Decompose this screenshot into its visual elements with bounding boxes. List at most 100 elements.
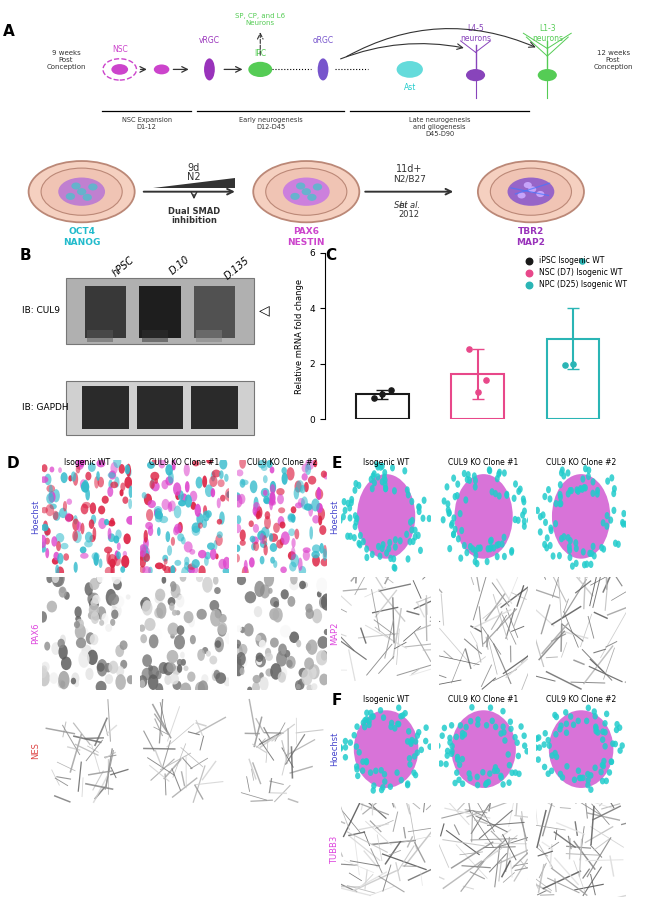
Ellipse shape — [582, 561, 587, 568]
Ellipse shape — [250, 481, 257, 493]
Ellipse shape — [139, 566, 146, 573]
Ellipse shape — [553, 731, 558, 738]
Ellipse shape — [451, 531, 456, 538]
Ellipse shape — [298, 667, 308, 677]
Text: 9 weeks
Post
Conception: 9 weeks Post Conception — [46, 51, 86, 70]
Ellipse shape — [391, 556, 396, 563]
Ellipse shape — [302, 582, 308, 588]
Ellipse shape — [376, 474, 380, 481]
Ellipse shape — [558, 493, 563, 501]
Ellipse shape — [170, 634, 175, 639]
Ellipse shape — [75, 458, 84, 470]
Ellipse shape — [52, 571, 63, 587]
Ellipse shape — [301, 496, 308, 510]
Ellipse shape — [210, 609, 222, 627]
Ellipse shape — [411, 538, 415, 545]
Ellipse shape — [564, 730, 569, 736]
Ellipse shape — [148, 675, 159, 690]
Ellipse shape — [586, 704, 591, 711]
Ellipse shape — [415, 750, 420, 756]
Ellipse shape — [110, 619, 115, 626]
Ellipse shape — [358, 532, 363, 539]
Ellipse shape — [441, 497, 447, 505]
Ellipse shape — [108, 472, 116, 478]
Ellipse shape — [624, 520, 629, 528]
Ellipse shape — [105, 674, 113, 684]
Ellipse shape — [525, 748, 530, 755]
Text: TBR2: TBR2 — [518, 227, 544, 236]
Ellipse shape — [122, 496, 128, 504]
Ellipse shape — [580, 775, 586, 781]
Ellipse shape — [360, 768, 365, 774]
Ellipse shape — [92, 594, 101, 604]
Ellipse shape — [388, 723, 394, 730]
Ellipse shape — [454, 733, 459, 741]
Ellipse shape — [398, 713, 404, 720]
Ellipse shape — [55, 533, 64, 543]
Ellipse shape — [538, 529, 543, 536]
Ellipse shape — [620, 519, 625, 526]
Ellipse shape — [253, 502, 260, 511]
Ellipse shape — [450, 520, 455, 527]
Text: E: E — [332, 456, 342, 471]
Ellipse shape — [460, 730, 465, 736]
Ellipse shape — [583, 465, 588, 473]
Ellipse shape — [406, 556, 411, 563]
Ellipse shape — [202, 674, 209, 684]
Text: CUL9 KO Clone #1: CUL9 KO Clone #1 — [448, 695, 519, 704]
Ellipse shape — [68, 475, 73, 482]
Ellipse shape — [495, 475, 500, 483]
Ellipse shape — [552, 712, 558, 718]
Ellipse shape — [253, 507, 257, 515]
Ellipse shape — [546, 486, 551, 493]
Ellipse shape — [299, 581, 306, 589]
Ellipse shape — [438, 760, 443, 767]
Ellipse shape — [113, 579, 122, 590]
Ellipse shape — [595, 729, 601, 736]
Ellipse shape — [124, 533, 131, 544]
Ellipse shape — [158, 456, 166, 468]
Ellipse shape — [213, 576, 218, 584]
Ellipse shape — [170, 674, 179, 685]
Ellipse shape — [618, 747, 623, 754]
Ellipse shape — [170, 581, 177, 592]
Ellipse shape — [378, 707, 384, 713]
Ellipse shape — [317, 487, 321, 500]
Ellipse shape — [606, 769, 612, 776]
Ellipse shape — [270, 597, 279, 607]
Ellipse shape — [599, 769, 604, 776]
Ellipse shape — [258, 460, 266, 468]
Ellipse shape — [298, 498, 305, 507]
Ellipse shape — [364, 759, 369, 766]
Circle shape — [248, 62, 272, 77]
Ellipse shape — [259, 640, 266, 649]
Ellipse shape — [316, 650, 328, 666]
Ellipse shape — [558, 500, 564, 507]
Ellipse shape — [552, 474, 610, 558]
Ellipse shape — [207, 542, 215, 550]
Ellipse shape — [502, 469, 507, 476]
Ellipse shape — [270, 466, 274, 474]
Ellipse shape — [306, 608, 314, 619]
Ellipse shape — [364, 710, 369, 716]
Ellipse shape — [181, 566, 188, 578]
Ellipse shape — [265, 653, 273, 661]
Ellipse shape — [533, 744, 538, 751]
Point — [560, 358, 570, 373]
Ellipse shape — [174, 635, 185, 649]
Ellipse shape — [518, 485, 523, 492]
Ellipse shape — [298, 566, 306, 575]
Ellipse shape — [302, 474, 308, 481]
Ellipse shape — [352, 534, 357, 541]
Ellipse shape — [104, 547, 112, 553]
Ellipse shape — [484, 780, 489, 787]
Ellipse shape — [570, 563, 575, 570]
Ellipse shape — [499, 731, 504, 737]
Ellipse shape — [96, 471, 100, 481]
Ellipse shape — [96, 575, 102, 584]
Ellipse shape — [549, 524, 553, 532]
Ellipse shape — [621, 510, 627, 517]
Ellipse shape — [44, 474, 51, 485]
Ellipse shape — [276, 650, 287, 667]
Ellipse shape — [595, 487, 600, 494]
